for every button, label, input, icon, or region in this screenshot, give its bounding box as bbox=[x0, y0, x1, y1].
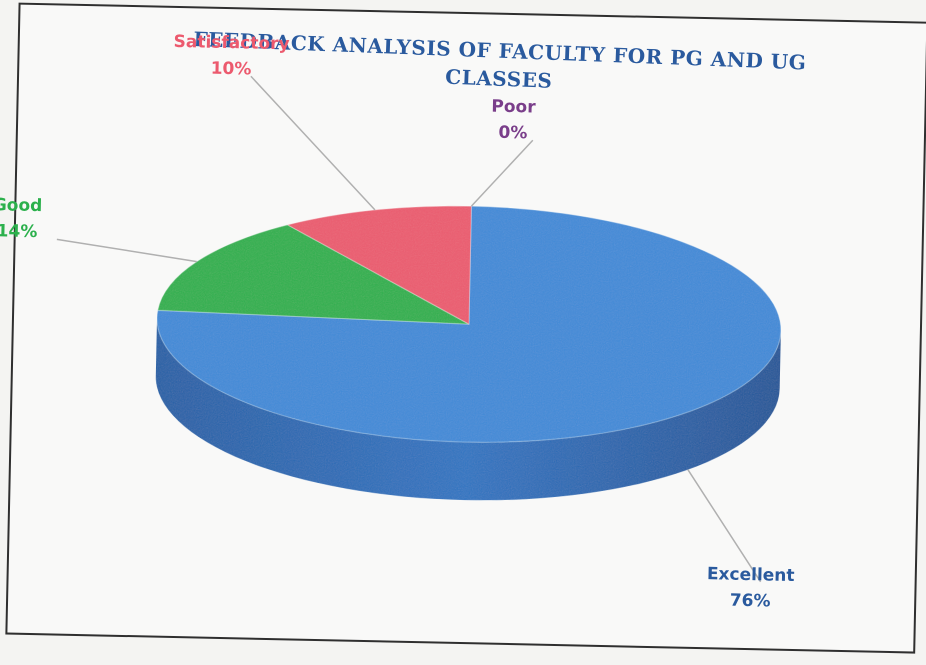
leader-line-poor bbox=[470, 139, 534, 207]
data-label-name: Excellent bbox=[706, 563, 795, 586]
data-label-value: 0% bbox=[498, 122, 528, 144]
data-label-satisfactory: Satisfactory 10% bbox=[171, 29, 292, 84]
data-label-value: 10% bbox=[210, 58, 252, 80]
data-label-name: Satisfactory bbox=[173, 31, 290, 55]
data-label-good: Good 14% bbox=[0, 191, 78, 246]
leader-line-good bbox=[56, 238, 197, 263]
data-label-excellent: Excellent 76% bbox=[690, 560, 811, 615]
pie-chart bbox=[56, 75, 782, 583]
data-label-value: 14% bbox=[0, 221, 38, 242]
leader-line-satisfactory bbox=[250, 75, 376, 211]
data-label-poor: Poor 0% bbox=[453, 93, 574, 148]
leader-line-excellent bbox=[687, 469, 762, 583]
data-label-value: 76% bbox=[729, 590, 771, 612]
pie-side-excellent bbox=[155, 317, 781, 501]
data-label-name: Good bbox=[0, 195, 43, 217]
data-label-name: Poor bbox=[491, 96, 536, 118]
pie-slice-good bbox=[157, 224, 470, 325]
